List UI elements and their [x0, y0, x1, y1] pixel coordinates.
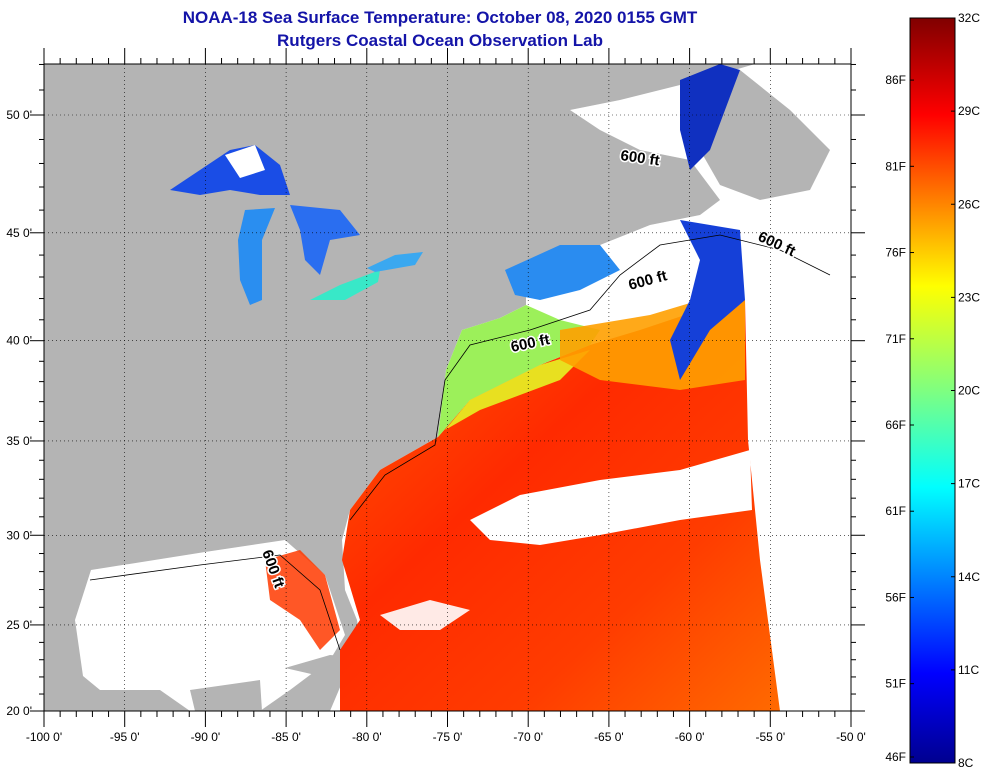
- sst-shelf-waters: [438, 305, 600, 437]
- lat-tick-label: 35 0': [6, 434, 32, 448]
- colorbar-celsius-label: 32C: [958, 11, 980, 25]
- colorbar-celsius-label: 14C: [958, 570, 980, 584]
- lake-michigan: [238, 208, 275, 305]
- lon-tick-label: -95 0': [110, 730, 140, 744]
- sst-yellow-band: [445, 350, 590, 430]
- lon-tick-label: -65 0': [594, 730, 624, 744]
- lon-tick-label: -80 0': [352, 730, 382, 744]
- lat-tick-label: 30 0': [6, 528, 32, 542]
- lake-ontario: [367, 252, 423, 272]
- 600ft-contour: [89, 234, 831, 651]
- sst-nova-scotia: [670, 220, 745, 380]
- colorbar-celsius-label: 20C: [958, 384, 980, 398]
- colorbar-fahrenheit-label: 71F: [885, 332, 906, 346]
- colorbar-celsius-label: 8C: [958, 756, 974, 770]
- lake-superior-cloud: [225, 145, 265, 178]
- colorbar-fahrenheit-label: 81F: [885, 159, 906, 173]
- lon-tick-label: -70 0': [513, 730, 543, 744]
- lon-tick-label: -60 0': [675, 730, 705, 744]
- sst-gulf-of-maine: [505, 245, 620, 300]
- sst-labrador: [680, 64, 740, 170]
- colorbar-celsius-label: 26C: [958, 197, 980, 211]
- colorbar-celsius-label: 23C: [958, 290, 980, 304]
- colorbar-fahrenheit-label: 51F: [885, 677, 906, 691]
- cloud-patch: [380, 600, 470, 630]
- axes: -100 0' -95 0' -90 0' -85 0' -80 0' -75 0' -70…: [6, 48, 866, 744]
- colorbar-fahrenheit-label: 86F: [885, 73, 906, 87]
- map-title: NOAA-18 Sea Surface Temperature: October…: [182, 8, 698, 27]
- graticule: [44, 64, 851, 711]
- colorbar-fahrenheit-label: 56F: [885, 590, 906, 604]
- lake-erie: [310, 270, 380, 300]
- lon-tick-label: -100 0': [26, 730, 62, 744]
- colorbar: [909, 17, 956, 764]
- lake-huron: [290, 205, 360, 275]
- lat-tick-label: 40 0': [6, 334, 32, 348]
- colorbar-celsius-label: 11C: [958, 663, 979, 677]
- colorbar-fahrenheit-label: 76F: [885, 246, 906, 260]
- colorbar-fahrenheit-label: 66F: [885, 418, 906, 432]
- colorbar-labels: 32C 29C 26C 23C 20C 17C 14C 11C 8C 86F 81F 76F 71F 66…: [885, 11, 980, 770]
- map-subtitle: Rutgers Coastal Ocean Observation Lab: [277, 31, 603, 50]
- colorbar-celsius-label: 17C: [958, 477, 980, 491]
- cloud-band: [470, 450, 752, 545]
- lat-tick-label: 25 0': [6, 618, 32, 632]
- sst-florida-west: [265, 550, 340, 650]
- colorbar-fahrenheit-label: 61F: [885, 504, 906, 518]
- lat-tick-label: 20 0': [6, 704, 32, 718]
- lat-tick-label: 45 0': [6, 226, 32, 240]
- colorbar-fahrenheit-label: 46F: [885, 750, 906, 764]
- yucatan: [190, 680, 262, 711]
- lon-tick-label: -90 0': [191, 730, 221, 744]
- lon-tick-label: -55 0': [755, 730, 785, 744]
- lon-tick-label: -85 0': [271, 730, 301, 744]
- lon-tick-label: -50 0': [836, 730, 866, 744]
- colorbar-celsius-label: 29C: [958, 104, 980, 118]
- lat-tick-label: 50 0': [6, 108, 32, 122]
- lon-tick-label: -75 0': [433, 730, 463, 744]
